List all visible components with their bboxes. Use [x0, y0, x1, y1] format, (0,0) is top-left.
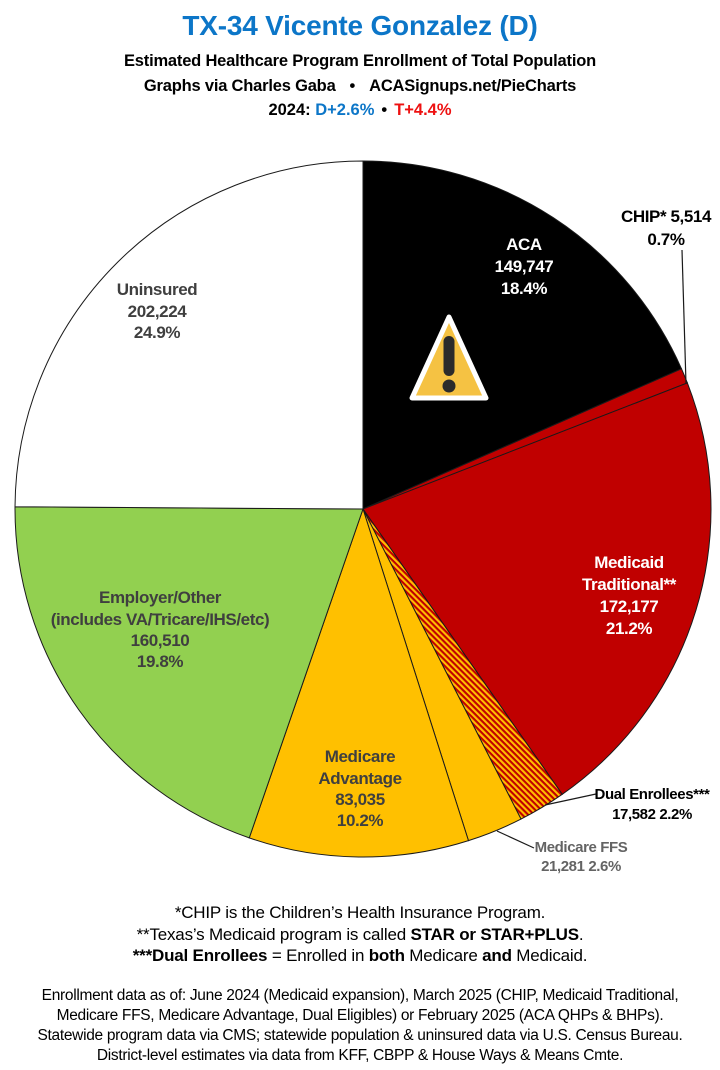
- slice-label-medicare-advantage: Medicare: [325, 747, 396, 766]
- attribution-author: Graphs via Charles Gaba: [143, 77, 336, 95]
- warning-icon: [409, 314, 489, 401]
- slice-label-medicare-advantage: Advantage: [318, 769, 401, 788]
- slice-label-uninsured: 202,224: [128, 302, 188, 321]
- slice-label-dual-enrollees: 17,582 2.2%: [612, 806, 692, 823]
- slice-label-medicare-advantage: 83,035: [335, 790, 385, 809]
- slice-label-employer-other: Employer/Other: [99, 588, 222, 607]
- slice-label-employer-other: 19.8%: [137, 652, 183, 671]
- slice-label-aca: 18.4%: [501, 279, 547, 298]
- attribution-site: ACASignups.net/PieCharts: [369, 77, 577, 95]
- footnote-line: ***Dual Enrollees = Enrolled in both Med…: [132, 946, 588, 965]
- trump-lean-value: T+4.4%: [394, 101, 452, 119]
- pie-slices-layer: [14, 160, 712, 858]
- slice-label-medicaid-traditional: Traditional**: [582, 575, 677, 594]
- pie-slice-uninsured: [14, 160, 364, 510]
- pie-slice-medicaid-traditional: [362, 382, 712, 796]
- slice-label-chip: CHIP* 5,514: [621, 207, 712, 226]
- source-note-line: Enrollment data as of: June 2024 (Medica…: [41, 987, 679, 1004]
- page-title: TX-34 Vicente Gonzalez (D): [182, 10, 538, 41]
- slice-label-uninsured: 24.9%: [134, 323, 180, 342]
- slice-label-chip: 0.7%: [647, 230, 684, 249]
- footnote-line: **Texas’s Medicaid program is called STA…: [136, 924, 584, 944]
- footnote-line: *CHIP is the Children’s Health Insurance…: [174, 903, 546, 922]
- source-note: Enrollment data as of: June 2024 (Medica…: [0, 986, 720, 1066]
- leader-line-chip: [681, 249, 687, 385]
- slice-label-medicaid-traditional: Medicaid: [594, 553, 664, 572]
- leader-line-medicare-ffs: [496, 830, 535, 849]
- bullet-separator: •: [381, 101, 388, 119]
- attribution-line: Graphs via Charles Gaba • ACASignups.net/P…: [0, 77, 720, 96]
- source-note-line: Statewide program data via CMS; statewid…: [37, 1027, 683, 1044]
- pie-leader-lines-layer: [496, 249, 687, 849]
- leader-line-dual-enrollees: [544, 793, 597, 806]
- slice-label-employer-other: 160,510: [131, 631, 190, 650]
- pie-slice-aca: [362, 160, 683, 510]
- slice-label-medicare-ffs: 21,281 2.6%: [541, 858, 621, 875]
- source-note-line: Medicare FFS, Medicare Advantage, Dual E…: [56, 1007, 664, 1024]
- partisan-lean-line: 2024: D+2.6% • T+4.4%: [0, 101, 720, 120]
- slice-label-medicaid-traditional: 172,177: [600, 597, 659, 616]
- slice-label-uninsured: Uninsured: [117, 280, 197, 299]
- slice-label-dual-enrollees: Dual Enrollees***: [595, 786, 710, 803]
- dem-lean-value: D+2.6%: [315, 101, 375, 119]
- footnotes: *CHIP is the Children’s Health Insurance…: [0, 902, 720, 967]
- enrollment-pie-chart: ACA 149,747 18.4% CHIP* 5,514 0.7% Medicaid Tr…: [14, 160, 713, 875]
- slice-label-aca: ACA: [506, 235, 542, 254]
- bullet-separator: •: [349, 77, 356, 95]
- pie-labels-layer: ACA 149,747 18.4% CHIP* 5,514 0.7% Medicaid Tr…: [51, 207, 713, 875]
- pie-slice-employer-other: [14, 506, 364, 839]
- slice-label-medicare-advantage: 10.2%: [337, 811, 383, 830]
- partisan-year-label: 2024:: [268, 101, 311, 119]
- slice-label-aca: 149,747: [495, 257, 554, 276]
- pie-slice-medicare-advantage: [248, 507, 470, 858]
- source-note-line: District-level estimates via data from K…: [96, 1047, 624, 1064]
- slice-label-medicare-ffs: Medicare FFS: [535, 839, 628, 856]
- slice-label-medicaid-traditional: 21.2%: [606, 619, 652, 638]
- subtitle: Estimated Healthcare Program Enrollment …: [124, 52, 596, 70]
- slice-label-employer-other: (includes VA/Tricare/IHS/etc): [51, 610, 270, 629]
